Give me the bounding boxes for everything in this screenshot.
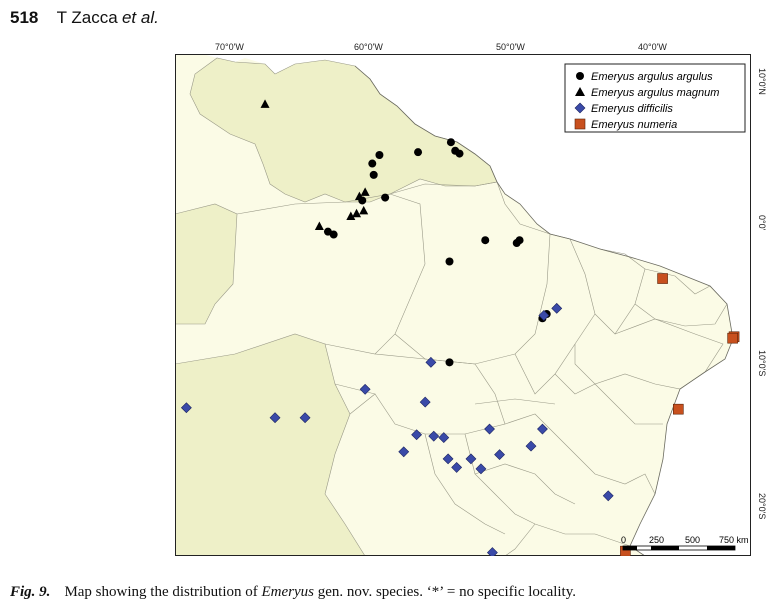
marker-argulus-argulus [481, 236, 490, 245]
marker-argulus-argulus [368, 159, 377, 168]
legend: Emeryus argulus argulus Emeryus argulus … [564, 63, 746, 133]
marker-difficilis [428, 430, 440, 442]
legend-box [564, 63, 746, 133]
marker-difficilis [525, 440, 537, 452]
marker-argulus-argulus [375, 151, 384, 159]
lat-label-10n: 10°0'N [757, 68, 767, 95]
page-number: 518 [10, 8, 39, 27]
marker-argulus-magnum [314, 221, 324, 230]
marker-difficilis [269, 412, 281, 424]
lon-label-70w: 70°0'W [215, 42, 244, 52]
scale-bar-seg-1 [623, 546, 637, 550]
marker-argulus-magnum [352, 208, 362, 218]
lat-label-20s: 20°0'S [757, 493, 767, 520]
lat-label-10s: 10°0'S [757, 350, 767, 377]
legend-label-argulus-argulus: Emeryus argulus argulus [591, 71, 713, 83]
legend-label-argulus-magnum: Emeryus argulus magnum [591, 87, 719, 99]
marker-argulus-magnum [260, 99, 270, 108]
marker-difficilis [425, 356, 437, 368]
marker-numeria [657, 273, 668, 284]
et-al: et al. [121, 8, 159, 27]
marker-difficilis [602, 490, 614, 502]
marker-argulus-magnum [359, 205, 369, 215]
marker-difficilis [299, 412, 311, 424]
marker-difficilis [359, 383, 371, 395]
legend-circle-icon [576, 72, 584, 80]
western-countries [175, 203, 366, 556]
lon-label-50w: 50°0'W [496, 42, 525, 52]
scale-bar: 0 250 500 750 km [621, 535, 749, 551]
marker-numeria [672, 403, 684, 415]
figure-caption: Fig. 9. Map showing the distribution of E… [10, 584, 576, 601]
marker-argulus-argulus [445, 257, 454, 266]
legend-label-difficilis: Emeryus difficilis [591, 103, 673, 115]
marker-argulus-argulus [512, 239, 521, 248]
page-header: 518 T Zacca et al. [10, 8, 159, 28]
scale-bar-seg-3 [707, 546, 735, 550]
map-frame [175, 54, 751, 556]
coastline [354, 65, 734, 556]
scale-label-250: 250 [649, 535, 664, 545]
marker-difficilis [494, 449, 505, 461]
marker-argulus-argulus [455, 149, 464, 158]
marker-difficilis [419, 396, 431, 408]
caption-genus: Emeryus [261, 584, 315, 600]
caption-text-before: Map showing the distribution of [64, 584, 262, 600]
caption-text-after: gen. nov. species. ‘*’ = no specific loc… [314, 584, 577, 600]
scale-label-750: 750 km [719, 535, 749, 545]
lat-label-0: 0°0' [757, 215, 767, 231]
marker-argulus-magnum [346, 211, 356, 221]
species-records [180, 99, 740, 556]
marker-argulus-argulus [414, 148, 423, 157]
legend-label-numeria: Emeryus numeria [591, 119, 677, 131]
marker-difficilis [486, 547, 498, 556]
marker-difficilis [484, 423, 495, 435]
marker-difficilis [442, 453, 454, 465]
lon-label-60w: 60°0'W [354, 42, 383, 52]
atlantic-ocean [203, 54, 751, 556]
marker-difficilis [551, 302, 563, 314]
marker-argulus-argulus [381, 193, 390, 202]
marker-difficilis [438, 432, 450, 444]
marker-difficilis [180, 402, 192, 414]
authors: T Zacca [56, 8, 118, 27]
marker-difficilis [538, 310, 550, 321]
figure-label: Fig. 9. [10, 584, 51, 600]
scale-label-500: 500 [685, 535, 700, 545]
marker-numeria [727, 332, 738, 344]
scale-bar-seg-2 [651, 546, 679, 550]
marker-difficilis [537, 423, 548, 435]
marker-argulus-argulus [369, 170, 378, 179]
marker-argulus-argulus [329, 230, 338, 239]
marker-argulus-argulus [446, 138, 455, 147]
marker-difficilis [451, 461, 463, 473]
legend-triangle-icon [575, 87, 585, 96]
lon-label-40w: 40°0'W [638, 42, 667, 52]
marker-argulus-magnum [354, 191, 364, 201]
marker-difficilis [465, 453, 477, 465]
marker-difficilis [411, 429, 423, 441]
marker-argulus-magnum [360, 187, 370, 196]
marker-argulus-argulus [445, 358, 454, 367]
marker-difficilis [398, 446, 410, 458]
legend-square-icon [574, 118, 586, 130]
legend-diamond-icon [574, 102, 586, 114]
distribution-map: Emeryus argulus argulus Emeryus argulus … [175, 54, 751, 556]
scale-label-0: 0 [621, 535, 626, 545]
marker-difficilis [475, 463, 487, 475]
